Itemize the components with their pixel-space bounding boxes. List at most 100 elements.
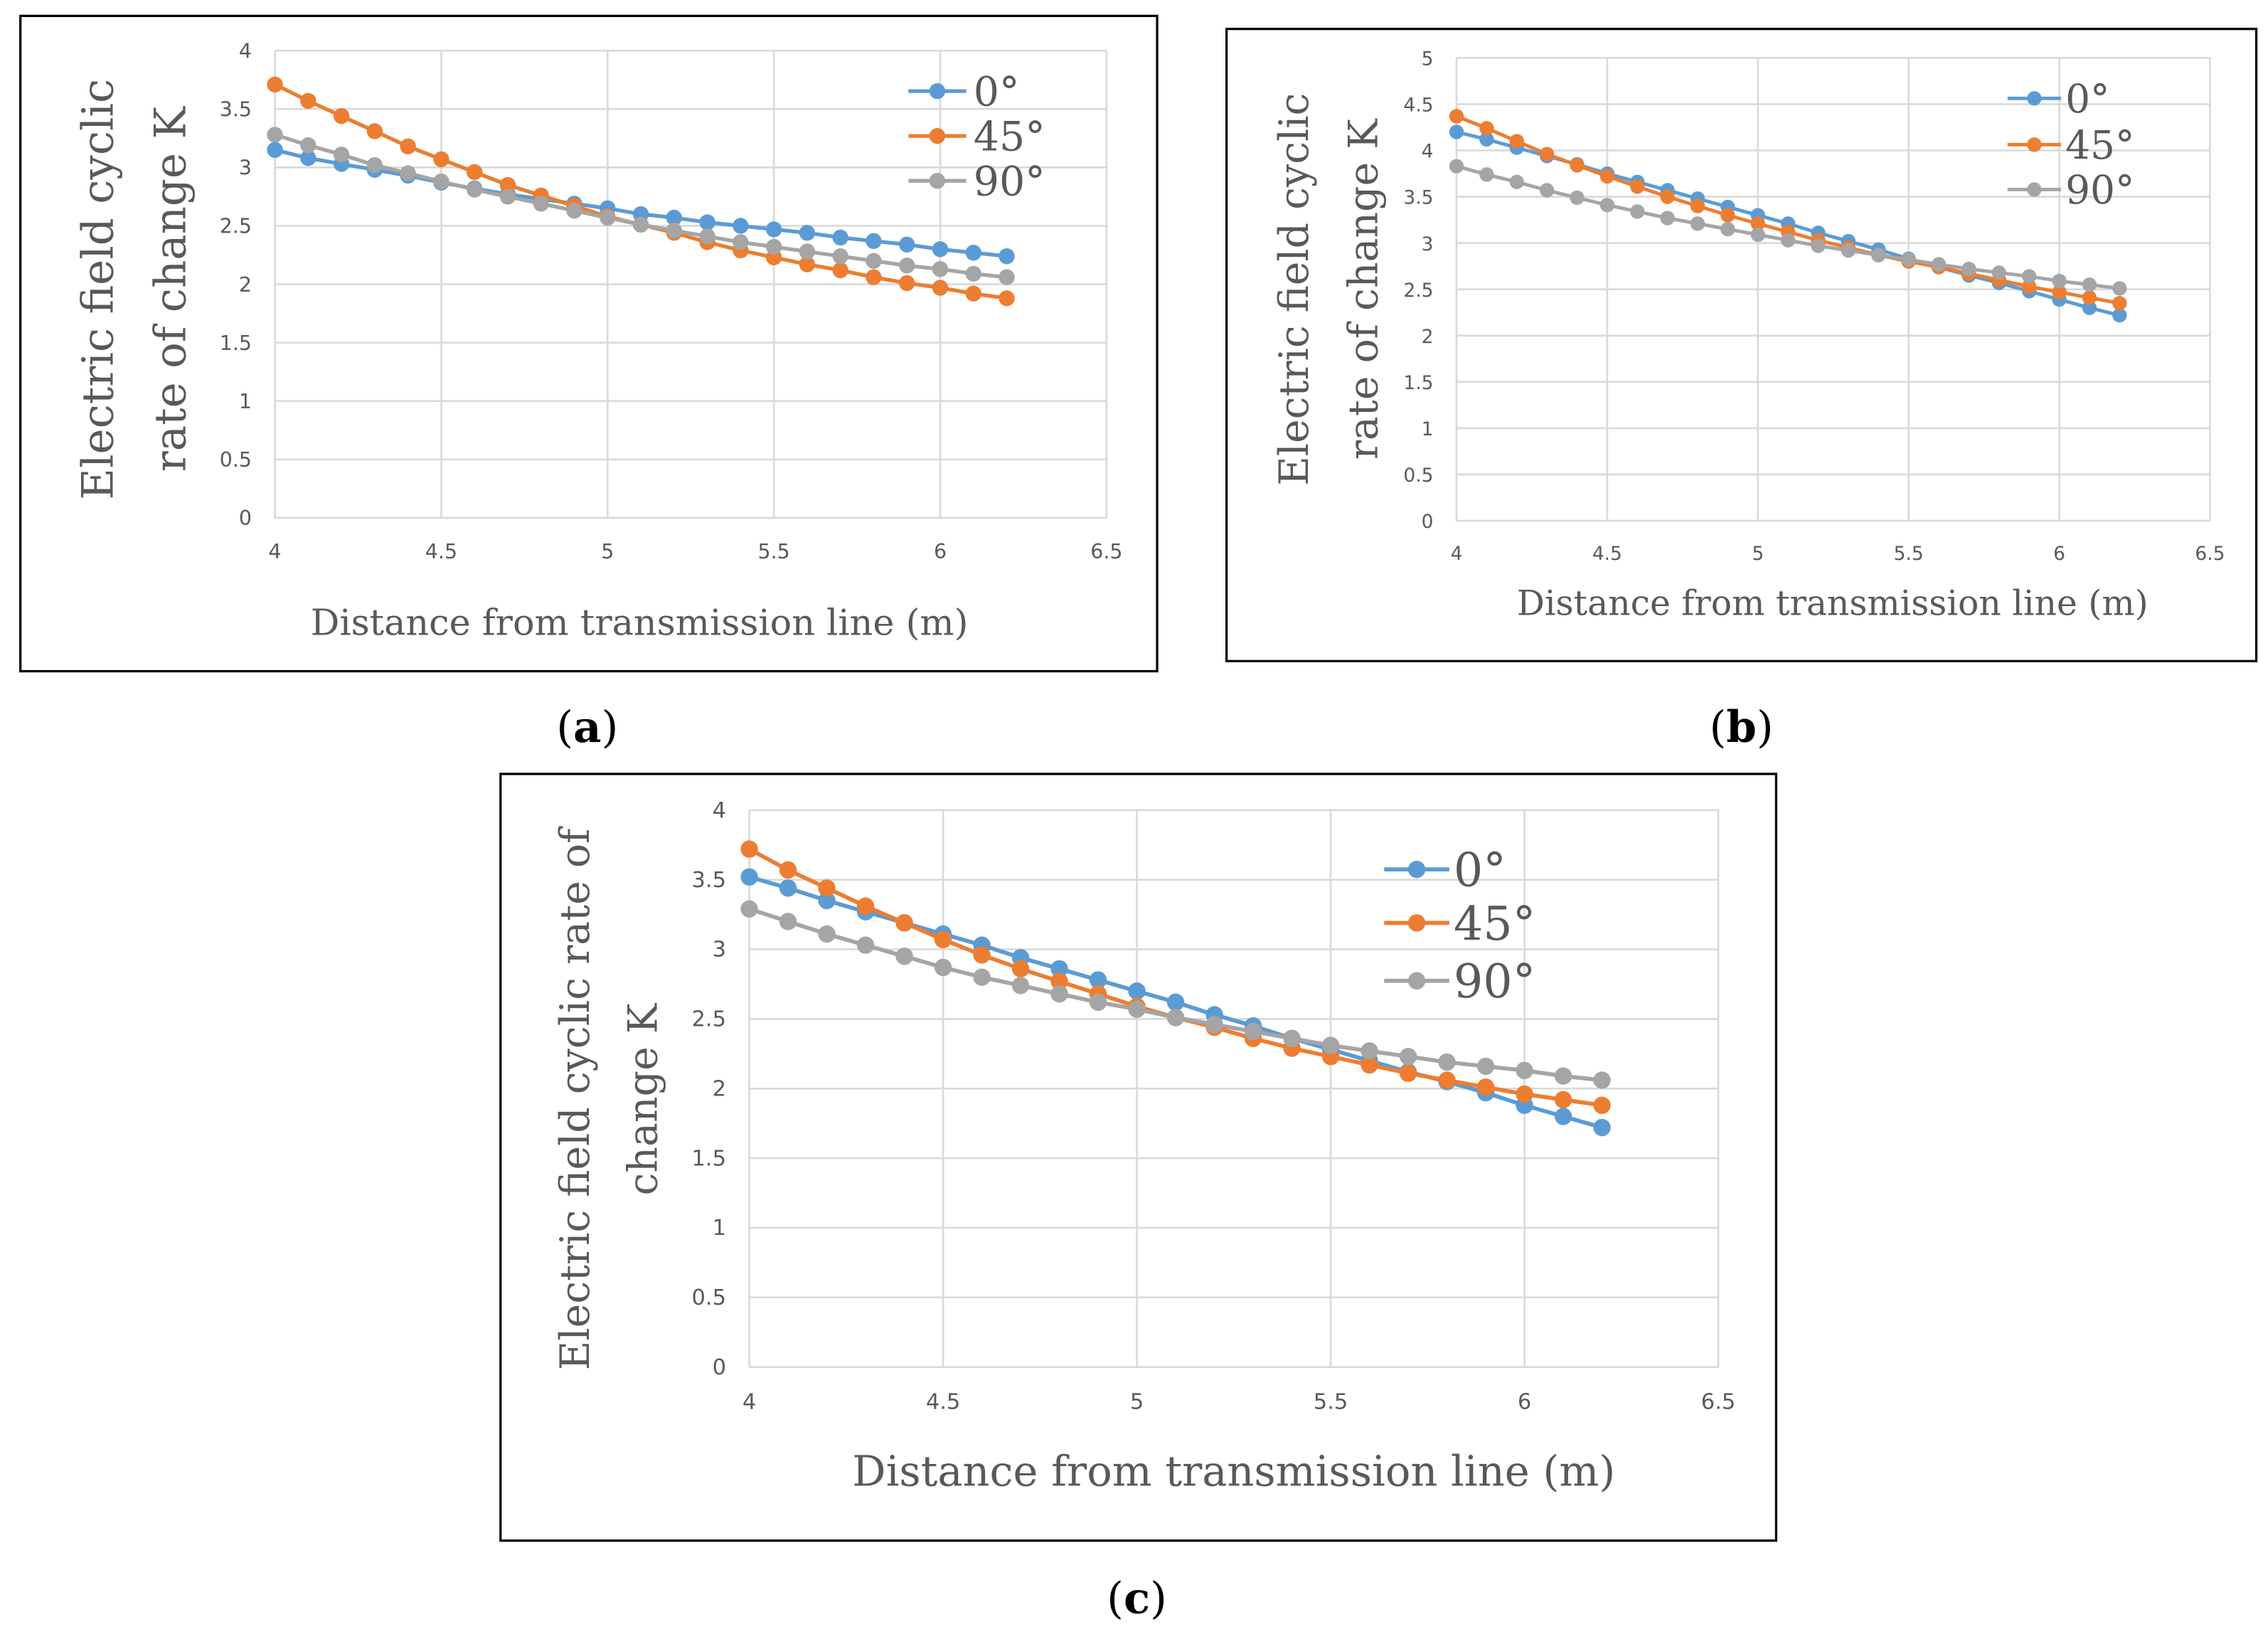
data-point xyxy=(1841,243,1856,258)
y-axis-title-line: change K xyxy=(620,1002,667,1195)
data-point xyxy=(1570,190,1585,206)
data-point xyxy=(1539,183,1555,198)
data-point xyxy=(2052,273,2067,289)
x-tick-label: 5.5 xyxy=(758,540,790,563)
data-point xyxy=(1449,124,1464,139)
data-point xyxy=(799,256,816,272)
data-point xyxy=(433,151,449,168)
y-tick-label: 2 xyxy=(239,273,252,297)
data-point xyxy=(1901,252,1916,267)
data-point xyxy=(1780,233,1796,248)
data-point xyxy=(699,228,715,245)
data-point xyxy=(699,214,715,230)
x-tick-label: 6 xyxy=(2053,543,2065,565)
x-tick-label: 6 xyxy=(1518,1390,1531,1415)
data-point xyxy=(2052,285,2067,299)
data-point xyxy=(333,147,350,163)
data-point xyxy=(533,196,549,212)
data-point xyxy=(932,280,949,296)
data-point xyxy=(832,229,848,246)
data-point xyxy=(895,914,913,932)
data-point xyxy=(300,137,316,154)
data-point xyxy=(1599,169,1615,184)
data-point xyxy=(740,840,758,858)
x-tick-label: 6.5 xyxy=(1701,1390,1736,1415)
y-tick-label: 1.5 xyxy=(692,1146,727,1171)
data-point xyxy=(932,261,949,277)
y-tick-label: 5 xyxy=(1422,48,1434,70)
y-tick-label: 1 xyxy=(1422,418,1434,440)
data-point xyxy=(973,946,991,964)
y-tick-label: 2 xyxy=(713,1076,726,1101)
data-point xyxy=(895,948,913,965)
legend-label: 90° xyxy=(1454,955,1535,1009)
data-point xyxy=(267,76,283,92)
chart-panel-b: 0 0.5 1 1.5 2 2.5 3 3.5 4 4.5 5 4 4.5 5 5.5 6 6.5 Distanc… xyxy=(1225,28,2258,662)
legend-label: 0° xyxy=(2065,76,2109,122)
data-point xyxy=(779,913,797,930)
y-axis-title-line: Electric field cyclic xyxy=(73,79,124,500)
data-point xyxy=(1593,1118,1611,1137)
y-tick-label: 4 xyxy=(1422,141,1434,163)
legend-marker xyxy=(1407,860,1426,879)
y-tick-label: 4 xyxy=(239,39,252,63)
legend-label: 45° xyxy=(1454,898,1535,951)
y-tick-label: 1.5 xyxy=(220,331,252,355)
data-point xyxy=(1554,1108,1572,1125)
data-point xyxy=(856,897,875,916)
y-tick-label: 3.5 xyxy=(220,97,252,121)
data-point xyxy=(1660,189,1675,204)
y-tick-label: 4.5 xyxy=(1403,95,1433,117)
data-point xyxy=(1011,977,1030,994)
data-point xyxy=(779,879,797,897)
data-point xyxy=(1516,1061,1533,1079)
data-point xyxy=(1593,1071,1611,1089)
data-point xyxy=(1476,1078,1495,1096)
data-point xyxy=(2022,279,2037,294)
panel-caption: (b) xyxy=(1709,702,1773,753)
data-point xyxy=(866,233,882,250)
data-point xyxy=(632,216,649,233)
data-point xyxy=(1479,121,1494,136)
data-point xyxy=(267,127,283,143)
data-point xyxy=(779,861,797,879)
x-tick-label: 6.5 xyxy=(2195,543,2225,565)
data-point xyxy=(1438,1071,1456,1089)
data-point xyxy=(1599,198,1615,213)
y-tick-label: 3.5 xyxy=(1403,187,1433,209)
data-point xyxy=(832,248,848,265)
y-tick-label: 1 xyxy=(239,390,252,413)
data-point xyxy=(2112,296,2127,311)
data-point xyxy=(1050,985,1068,1003)
data-point xyxy=(666,209,683,226)
data-point xyxy=(1089,993,1107,1012)
legend-marker xyxy=(2027,91,2042,106)
data-point xyxy=(1479,167,1494,182)
data-point xyxy=(1516,1085,1533,1103)
y-tick-label: 1 xyxy=(713,1216,726,1241)
legend-label: 45° xyxy=(974,114,1045,161)
data-point xyxy=(1660,211,1675,226)
data-point xyxy=(866,253,882,269)
y-tick-label: 2 xyxy=(1422,326,1434,348)
chart-panel-a: 0 0.5 1 1.5 2 2.5 3 3.5 4 4 4.5 5 5.5 6 6.5 Distance fr… xyxy=(19,14,1159,673)
y-tick-label: 2.5 xyxy=(1403,280,1433,302)
y-tick-label: 0 xyxy=(1422,511,1434,533)
x-axis-title: Distance from transmission line (m) xyxy=(311,602,969,644)
legend-label: 45° xyxy=(2065,122,2134,168)
legend-label: 0° xyxy=(974,69,1020,116)
y-tick-label: 1.5 xyxy=(1403,372,1433,394)
data-point xyxy=(733,218,749,234)
data-point xyxy=(1449,109,1464,124)
data-point xyxy=(899,258,915,274)
x-tick-label: 5 xyxy=(1130,1390,1144,1415)
data-point xyxy=(1166,993,1185,1012)
y-axis-title-line: rate of change K xyxy=(1340,118,1387,460)
data-point xyxy=(818,879,836,897)
data-point xyxy=(799,243,816,260)
data-point xyxy=(666,222,683,239)
data-point xyxy=(1509,134,1524,149)
data-point xyxy=(1630,179,1645,194)
y-tick-label: 2.5 xyxy=(692,1007,727,1032)
data-point xyxy=(973,968,991,986)
